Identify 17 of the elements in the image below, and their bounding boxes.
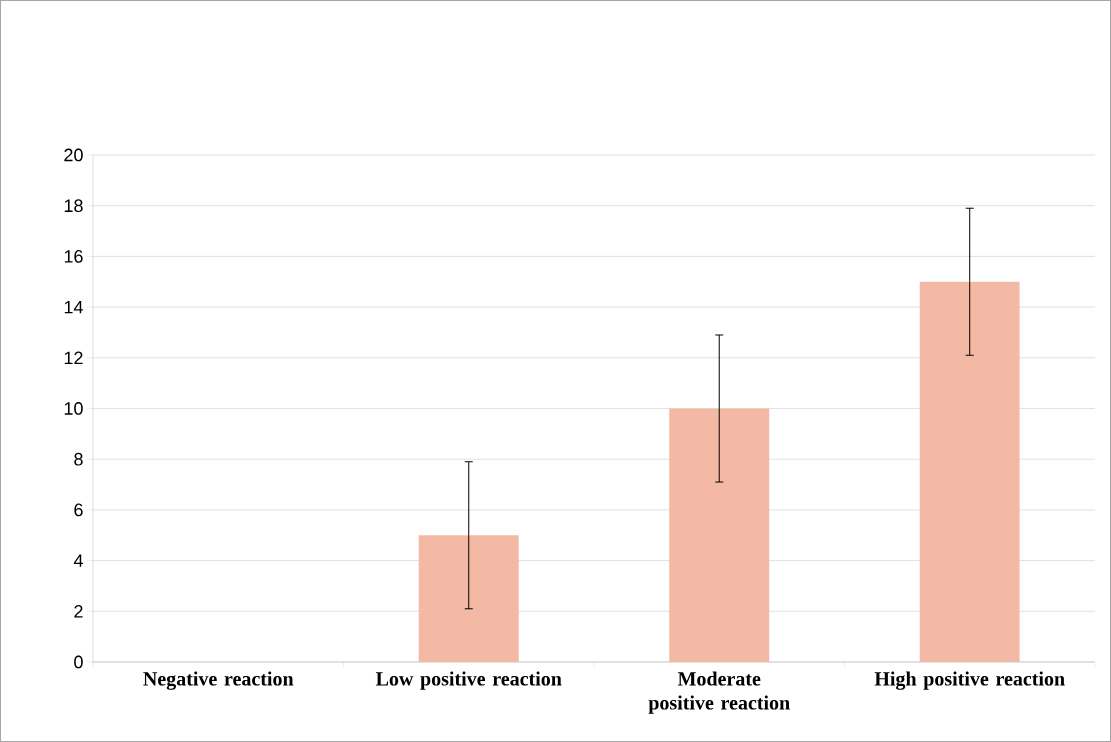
y-tick-label: 0 bbox=[74, 655, 83, 669]
bar bbox=[919, 281, 1020, 662]
y-tick-label: 10 bbox=[64, 402, 83, 415]
y-tick-label: 8 bbox=[74, 452, 83, 466]
y-tick-label: 20 bbox=[64, 148, 83, 162]
y-tick-label: 18 bbox=[64, 199, 83, 213]
y-tick-label: 12 bbox=[64, 351, 83, 365]
x-tick-label: Negative reaction bbox=[143, 671, 294, 690]
x-tick-label: High positive reaction bbox=[874, 671, 1065, 690]
y-tick-label: 14 bbox=[64, 300, 83, 314]
x-tick-label: Low positive reaction bbox=[375, 671, 562, 690]
bar bbox=[669, 408, 770, 662]
y-tick-label: 2 bbox=[74, 605, 83, 618]
y-tick-label: 4 bbox=[73, 554, 83, 567]
x-tick-label: Moderate positive reaction bbox=[648, 671, 790, 714]
y-tick-label: 16 bbox=[64, 250, 83, 263]
y-tick-label: 6 bbox=[74, 503, 83, 517]
